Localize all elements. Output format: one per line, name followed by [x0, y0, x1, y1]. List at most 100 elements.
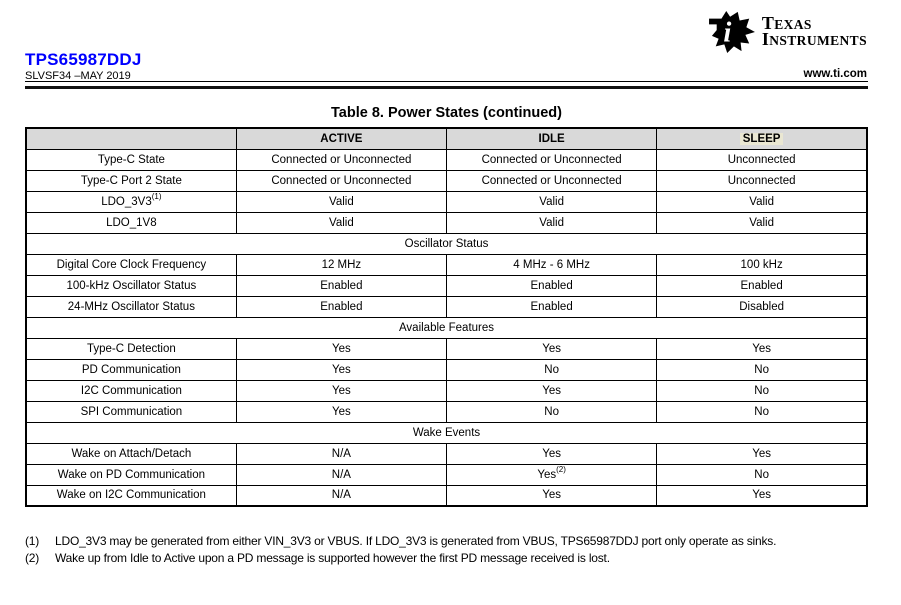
cell-value: Yes [445, 484, 658, 507]
row-label: LDO_3V3(1) [25, 190, 237, 213]
row-label: I2C Communication [25, 379, 237, 402]
cell-value: Enabled [656, 274, 868, 297]
cell-value: N/A [235, 484, 448, 507]
table-row: Digital Core Clock Frequency 12 MHz 4 MHz … [25, 253, 868, 276]
power-states-table: ACTIVE IDLE SLEEP Type-C State Connected or… [25, 127, 868, 507]
footnote-marker: (2) [25, 550, 40, 565]
cell-value: Yes [656, 337, 868, 360]
cell-value: Yes [656, 484, 868, 507]
section-heading-row: Wake Events [25, 421, 868, 444]
row-label: Digital Core Clock Frequency [25, 253, 237, 276]
cell-value: 100 kHz [656, 253, 868, 276]
brand-line-instruments: Instruments [761, 29, 867, 49]
cell-value: Enabled [235, 295, 448, 318]
row-label: SPI Communication [25, 400, 237, 423]
table-row: 100-kHz Oscillator Status Enabled Enabled E… [25, 274, 868, 297]
cell-value: No [656, 463, 868, 486]
table-header-row: ACTIVE IDLE SLEEP [25, 127, 868, 150]
cell-value: Valid [445, 190, 658, 213]
brand-line-texas: Texas [761, 13, 812, 33]
document-code: SLVSF34 –MAY 2019 [25, 70, 131, 82]
cell-value: No [656, 358, 868, 381]
column-header-idle: IDLE [445, 127, 658, 150]
cell-value: Valid [656, 190, 868, 213]
cell-value: Connected or Unconnected [445, 169, 658, 192]
table-row: Type-C Port 2 State Connected or Unconnec… [25, 169, 868, 192]
header-rule-thin [25, 81, 868, 82]
cell-value: Valid [235, 190, 448, 213]
svg-text:i: i [723, 17, 731, 49]
cell-value: Valid [656, 211, 868, 234]
cell-value: Yes [235, 358, 448, 381]
table-row: Type-C State Connected or Unconnected Conn… [25, 148, 868, 171]
cell-value: Enabled [445, 274, 658, 297]
cell-value: Yes [445, 379, 658, 402]
column-header-blank [25, 127, 237, 150]
cell-value: Yes [235, 337, 448, 360]
cell-value: Valid [445, 211, 658, 234]
cell-value: Yes [656, 442, 868, 465]
cell-value: Connected or Unconnected [235, 169, 448, 192]
section-heading: Available Features [25, 316, 868, 339]
table-row: Type-C Detection Yes Yes Yes [25, 337, 868, 360]
table-row: LDO_1V8 Valid Valid Valid [25, 211, 868, 234]
section-heading: Oscillator Status [25, 232, 868, 255]
part-number-link[interactable]: TPS65987DDJ [25, 50, 142, 69]
footnotes: (1) LDO_3V3 may be generated from either … [25, 534, 873, 567]
footnote: (2) Wake up from Idle to Active upon a PD… [25, 551, 873, 566]
cell-value: No [656, 379, 868, 402]
ti-logo-mark: i [708, 10, 755, 54]
cell-value: Yes [445, 337, 658, 360]
row-label: Wake on I2C Communication [25, 484, 237, 507]
table-row: Wake on PD Communication N/A Yes(2) No [25, 463, 868, 486]
cell-value: Unconnected [656, 148, 868, 171]
table-row: Wake on I2C Communication N/A Yes Yes [25, 484, 868, 507]
row-label: Wake on Attach/Detach [25, 442, 237, 465]
section-heading-row: Oscillator Status [25, 232, 868, 255]
cell-value: Disabled [656, 295, 868, 318]
table-title: Table 8. Power States (continued) [331, 105, 562, 121]
section-heading: Wake Events [25, 421, 868, 444]
cell-value: No [656, 400, 868, 423]
header-rule-thick [25, 86, 868, 89]
table-row: I2C Communication Yes Yes No [25, 379, 868, 402]
table-head: ACTIVE IDLE SLEEP [25, 127, 868, 150]
footnote: (1) LDO_3V3 may be generated from either … [25, 534, 873, 549]
cell-value: Enabled [235, 274, 448, 297]
row-label: PD Communication [25, 358, 237, 381]
footnote-text: LDO_3V3 may be generated from either VIN… [55, 534, 777, 548]
table-row: LDO_3V3(1) Valid Valid Valid [25, 190, 868, 213]
row-label: Type-C Port 2 State [25, 169, 237, 192]
cell-value: Yes [235, 400, 448, 423]
cell-value: No [445, 400, 658, 423]
footnote-marker: (1) [25, 534, 40, 548]
ti-website-link[interactable]: www.ti.com [803, 68, 867, 80]
table-row: SPI Communication Yes No No [25, 400, 868, 423]
row-label: Wake on PD Communication [25, 463, 237, 486]
cell-value: 4 MHz - 6 MHz [445, 253, 658, 276]
cell-value: Enabled [445, 295, 658, 318]
column-header-sleep: SLEEP [656, 127, 868, 150]
cell-value: N/A [235, 442, 448, 465]
section-heading-row: Available Features [25, 316, 868, 339]
cell-value: Connected or Unconnected [235, 148, 448, 171]
cell-value: Connected or Unconnected [445, 148, 658, 171]
row-label: 24-MHz Oscillator Status [25, 295, 237, 318]
cell-value: Unconnected [656, 169, 868, 192]
row-label: LDO_1V8 [25, 211, 237, 234]
table-body: Type-C State Connected or Unconnected Conn… [25, 148, 868, 507]
cell-value: N/A [235, 463, 448, 486]
cell-value: Yes(2) [445, 463, 658, 486]
row-label: 100-kHz Oscillator Status [25, 274, 237, 297]
table-row: 24-MHz Oscillator Status Enabled Enabled Di… [25, 295, 868, 318]
cell-value: Yes [235, 379, 448, 402]
cell-value: Valid [235, 211, 448, 234]
cell-value: 12 MHz [235, 253, 448, 276]
ti-brand-text: Texas Instruments [761, 10, 867, 49]
footnote-text: Wake up from Idle to Active upon a PD me… [55, 550, 610, 565]
table-row: Wake on Attach/Detach N/A Yes Yes [25, 442, 868, 465]
cell-value: No [445, 358, 658, 381]
cell-value: Yes [445, 442, 658, 465]
table-row: PD Communication Yes No No [25, 358, 868, 381]
